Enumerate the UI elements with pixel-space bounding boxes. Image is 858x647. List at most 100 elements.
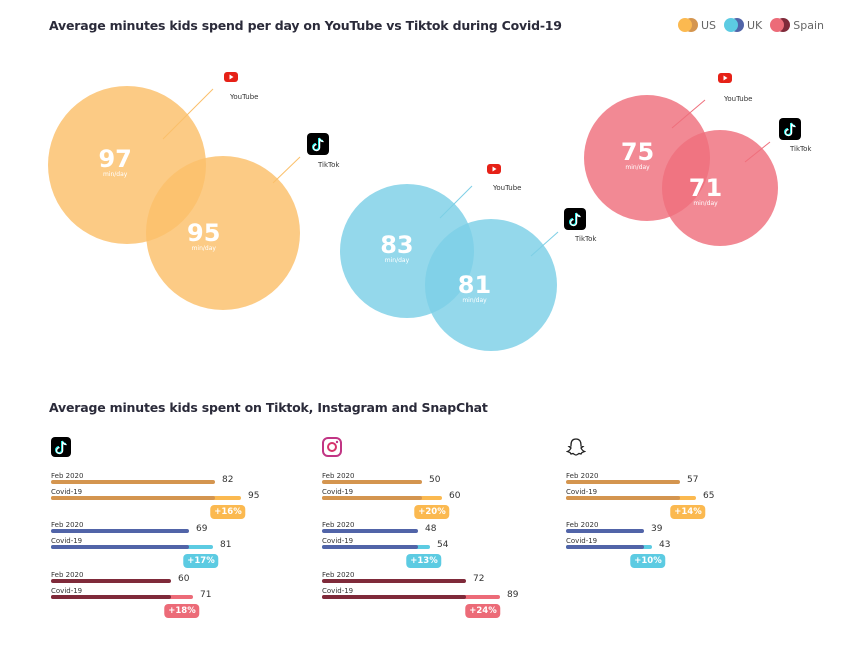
change-badge: +10% [630, 554, 666, 568]
bar-covid-19-baseline [566, 545, 644, 549]
bar-covid-19-baseline [51, 496, 215, 500]
legend-label: US [700, 18, 716, 32]
category-label: Covid-19 [566, 488, 598, 496]
legend-item-us: US [677, 18, 716, 32]
legend-label: UK [747, 18, 763, 32]
bar-value: 95 [248, 491, 260, 501]
category-label: Feb 2020 [51, 472, 84, 480]
bar-feb-2020-us [566, 480, 680, 484]
bar-value: 43 [659, 540, 671, 550]
bar-value: 60 [178, 574, 190, 584]
legend-swatch [724, 18, 744, 32]
category-label: Covid-19 [51, 488, 83, 496]
bar-title: Average minutes kids spent on Tiktok, In… [49, 400, 488, 415]
change-badge: +20% [414, 505, 450, 519]
bar-value: 54 [437, 540, 449, 550]
category-label: Covid-19 [322, 488, 354, 496]
tiktok-icon [779, 118, 801, 140]
venn-unit: min/day [192, 245, 217, 252]
venn-value: 95 [187, 219, 220, 247]
bar-value: 50 [429, 475, 441, 485]
bar-value: 48 [425, 524, 437, 534]
platform-label: YouTube [492, 184, 521, 192]
legend: US UK Spain [674, 18, 824, 32]
bar-value: 89 [507, 590, 519, 600]
change-badge: +16% [210, 505, 246, 519]
venn-value: 97 [98, 145, 131, 173]
venn-circle [146, 156, 300, 310]
bar-feb-2020-uk [322, 529, 418, 533]
venn-value: 71 [689, 174, 722, 202]
category-label: Covid-19 [51, 537, 83, 545]
category-label: Covid-19 [322, 587, 354, 595]
bar-covid-19-baseline [322, 595, 466, 599]
bar-value: 72 [473, 574, 485, 584]
platform-label: YouTube [723, 95, 752, 103]
leader-line [530, 231, 559, 257]
bar-feb-2020-us [51, 480, 215, 484]
platform-label: TikTok [789, 145, 812, 153]
bar-feb-2020-uk [566, 529, 644, 533]
legend-swatch [770, 18, 791, 32]
bar-feb-2020-uk [51, 529, 189, 533]
leader-line [439, 185, 473, 219]
venn-unit: min/day [103, 171, 128, 178]
venn-value: 83 [380, 231, 413, 259]
platform-label: TikTok [574, 235, 597, 243]
category-label: Feb 2020 [322, 472, 355, 480]
bar-feb-2020-spain [322, 579, 466, 583]
bar-value: 71 [200, 590, 212, 600]
bar-covid-19-baseline [51, 595, 171, 599]
change-badge: +17% [183, 554, 219, 568]
venn-unit: min/day [693, 200, 718, 207]
venn-title: Average minutes kids spend per day on Yo… [49, 18, 562, 33]
category-label: Covid-19 [566, 537, 598, 545]
change-badge: +18% [164, 604, 200, 618]
youtube-icon [487, 164, 501, 174]
leader-line [744, 141, 771, 163]
change-badge: +24% [465, 604, 501, 618]
bar-value: 82 [222, 475, 234, 485]
bar-value: 60 [449, 491, 461, 501]
venn-chart: 97min/dayYouTube95min/dayTikTok83min/day… [48, 72, 812, 351]
venn-unit: min/day [625, 164, 650, 171]
change-badge: +13% [406, 554, 442, 568]
category-label: Covid-19 [51, 587, 83, 595]
legend-item-uk: UK [724, 18, 762, 32]
bar-feb-2020-spain [51, 579, 171, 583]
change-badge: +14% [670, 505, 706, 519]
youtube-icon [224, 72, 238, 82]
category-label: Feb 2020 [51, 521, 84, 529]
category-label: Feb 2020 [566, 521, 599, 529]
legend-label: Spain [793, 18, 824, 32]
bar-covid-19-baseline [51, 545, 189, 549]
platform-label: YouTube [229, 93, 258, 101]
platform-label: TikTok [317, 161, 340, 169]
bar-value: 57 [687, 475, 699, 485]
category-label: Feb 2020 [322, 571, 355, 579]
legend-swatch [677, 18, 698, 32]
venn-unit: min/day [462, 297, 487, 304]
bar-feb-2020-us [322, 480, 422, 484]
category-label: Feb 2020 [322, 521, 355, 529]
venn-unit: min/day [385, 257, 410, 264]
tiktok-icon [51, 437, 71, 457]
venn-value: 75 [621, 138, 654, 166]
leader-line [162, 88, 214, 140]
category-label: Feb 2020 [566, 472, 599, 480]
bar-covid-19-baseline [566, 496, 680, 500]
bar-value: 81 [220, 540, 232, 550]
legend-item-spain: Spain [770, 18, 824, 32]
bar-covid-19-baseline [322, 496, 422, 500]
venn-circle [425, 219, 557, 351]
instagram-icon [322, 437, 342, 457]
leader-line [671, 99, 706, 129]
category-label: Feb 2020 [51, 571, 84, 579]
bar-value: 65 [703, 491, 715, 501]
bar-covid-19-baseline [322, 545, 418, 549]
youtube-icon [718, 73, 732, 83]
